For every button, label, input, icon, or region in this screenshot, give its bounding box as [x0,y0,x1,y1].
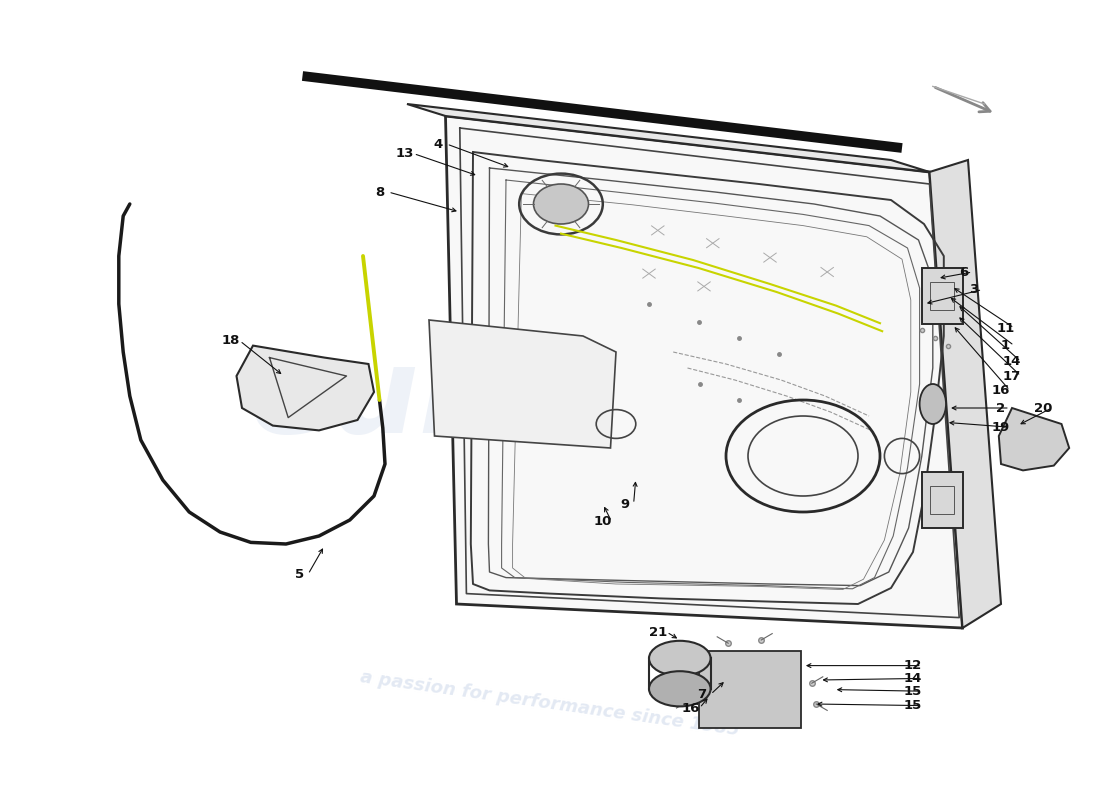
Text: 13: 13 [396,147,414,160]
Text: 14: 14 [1003,355,1021,368]
Polygon shape [446,116,962,628]
Text: 15: 15 [904,699,922,712]
Polygon shape [236,346,374,430]
Text: 19: 19 [992,421,1010,434]
Text: 10: 10 [594,515,612,528]
Text: 7: 7 [697,688,706,701]
Text: 3: 3 [969,283,978,296]
Text: europes: europes [250,342,806,458]
Text: 8: 8 [375,186,384,198]
Text: 15: 15 [904,685,922,698]
Text: 16: 16 [682,702,700,714]
Text: 5: 5 [295,568,304,581]
Text: 12: 12 [904,659,922,672]
Text: 21: 21 [649,626,667,638]
Ellipse shape [649,671,711,706]
Polygon shape [922,268,962,324]
Text: 6: 6 [959,266,968,278]
Text: 1: 1 [1001,339,1010,352]
Polygon shape [999,408,1069,470]
Polygon shape [930,160,1001,628]
Text: 9: 9 [620,498,629,510]
Circle shape [534,184,588,224]
Text: 14: 14 [904,672,922,685]
Text: 20: 20 [1034,402,1052,414]
Text: 4: 4 [433,138,442,150]
Text: 16: 16 [992,384,1010,397]
Polygon shape [922,472,962,528]
Text: 11: 11 [997,322,1014,334]
Polygon shape [407,104,930,172]
Ellipse shape [920,384,946,424]
Polygon shape [698,651,801,728]
Text: 18: 18 [222,334,240,347]
Text: 17: 17 [1003,370,1021,382]
Text: 2: 2 [997,402,1005,414]
Polygon shape [429,320,616,448]
Text: a passion for performance since 1985: a passion for performance since 1985 [360,669,740,739]
Ellipse shape [649,641,711,676]
